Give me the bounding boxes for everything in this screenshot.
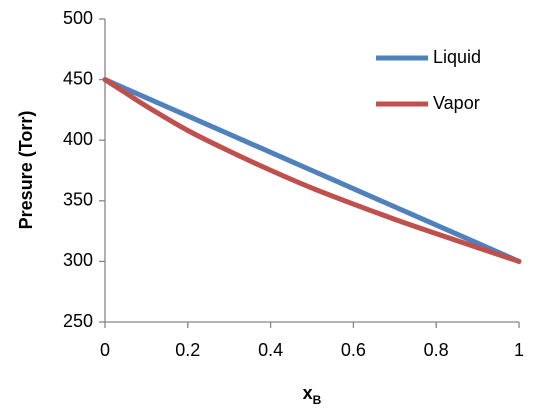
x-axis-title: xB <box>303 383 322 407</box>
axes <box>104 19 519 323</box>
y-tick-label: 500 <box>63 8 93 28</box>
x-tick-label: 0.4 <box>258 340 283 360</box>
legend: Liquid Vapor <box>376 47 481 113</box>
y-tick-label: 450 <box>63 68 93 88</box>
legend-label-liquid: Liquid <box>433 47 481 67</box>
x-tick-label: 0.2 <box>175 340 200 360</box>
x-tick-label: 0.8 <box>424 340 449 360</box>
x-axis-title-subscript: B <box>313 393 322 407</box>
y-tick-label: 300 <box>63 250 93 270</box>
y-tick-label: 250 <box>63 311 93 331</box>
y-tick-label: 350 <box>63 190 93 210</box>
y-tick-label: 400 <box>63 129 93 149</box>
legend-label-vapor: Vapor <box>433 93 480 113</box>
ticks: 250 300 350 400 450 500 0 0.2 0.4 0.6 0.8 1 <box>63 8 524 360</box>
series-line-vapor <box>102 77 522 264</box>
x-axis-title-main: x <box>303 383 313 403</box>
y-axis-title: Presure (Torr) <box>16 111 36 230</box>
x-tick-label: 0 <box>100 340 110 360</box>
series-line-liquid <box>102 77 522 264</box>
x-tick-label: 1 <box>514 340 524 360</box>
x-tick-label: 0.6 <box>341 340 366 360</box>
series <box>102 77 522 264</box>
